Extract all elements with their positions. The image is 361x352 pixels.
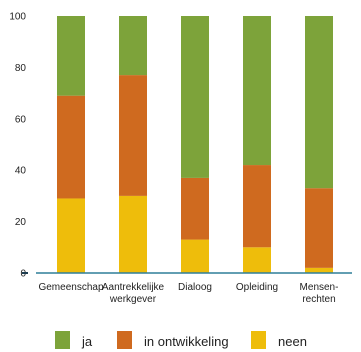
x-tick-label: Opleiding <box>236 282 278 293</box>
bar-segment <box>181 16 209 178</box>
y-tick-label: 40 <box>15 166 27 177</box>
x-tick-label-line: rechten <box>302 294 335 305</box>
bar-segment <box>243 247 271 273</box>
y-tick-label: 60 <box>15 114 27 125</box>
bar-segment <box>243 16 271 166</box>
y-axis: 020406080100 <box>9 12 26 280</box>
legend-label: in ontwikkeling <box>144 334 229 349</box>
x-tick-label-line: Mensen- <box>300 282 339 293</box>
y-tick-label: 20 <box>15 217 27 228</box>
bar-segment <box>181 239 209 273</box>
bar-segment <box>119 16 147 76</box>
bars <box>57 16 333 273</box>
y-tick-label: 80 <box>15 63 27 74</box>
x-tick-label-line: Dialoog <box>178 282 212 293</box>
legend-swatch <box>117 331 132 349</box>
x-tick-label-line: werkgever <box>109 294 157 305</box>
bar-segment <box>57 16 85 96</box>
axis-origin-mark <box>22 272 28 274</box>
legend: ja in ontwikkeling neen <box>55 331 307 349</box>
bar-segment <box>181 177 209 240</box>
x-tick-label: Gemeenschap <box>38 282 103 293</box>
x-tick-label-line: Gemeenschap <box>38 282 103 293</box>
bar-segment <box>57 95 85 199</box>
legend-label: neen <box>278 334 307 349</box>
x-tick-label: Aantrekkelijke werkgever <box>102 282 165 305</box>
x-tick-label: Mensen-rechten <box>300 282 339 305</box>
y-tick-label: 100 <box>9 12 26 23</box>
x-tick-label-line: Aantrekkelijke <box>102 282 165 293</box>
legend-swatch <box>55 331 70 349</box>
bar-segment <box>119 75 147 196</box>
bar-segment <box>305 267 333 273</box>
bar-segment <box>305 188 333 268</box>
x-tick-label-line: Opleiding <box>236 282 278 293</box>
bar-segment <box>57 198 85 273</box>
x-tick-label: Dialoog <box>178 282 212 293</box>
bar-segment <box>243 165 271 248</box>
bar-segment <box>119 195 147 273</box>
legend-swatch <box>251 331 266 349</box>
legend-label: ja <box>81 334 93 349</box>
bar-segment <box>305 16 333 189</box>
